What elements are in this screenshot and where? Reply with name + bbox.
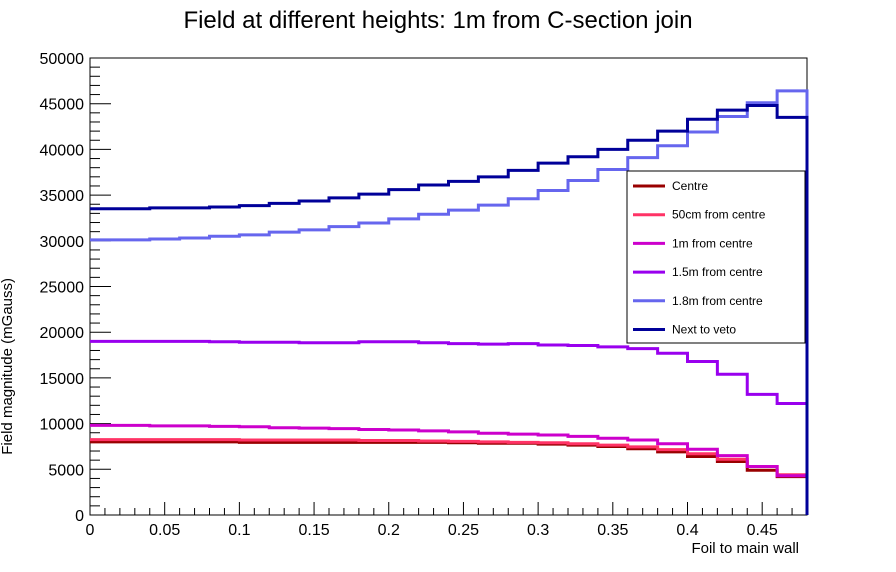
series-group <box>90 89 809 515</box>
x-tick-label: 0 <box>86 522 95 539</box>
y-tick-label: 10000 <box>40 417 85 434</box>
x-axis-label: Foil to main wall <box>691 540 799 557</box>
y-tick-label: 5000 <box>48 462 84 479</box>
x-tick-label: 0.15 <box>298 522 329 539</box>
y-tick-label: 40000 <box>40 142 85 159</box>
y-tick-label: 25000 <box>40 280 85 297</box>
legend: Centre 50cm from centre 1m from centre 1.5m… <box>626 170 806 344</box>
series-line-4 <box>90 339 809 515</box>
x-tick-label: 0.3 <box>527 522 549 539</box>
legend-label: 1.5m from centre <box>672 265 763 279</box>
y-tick-label: 30000 <box>40 234 85 251</box>
tick-labels: 0 0.05 0.1 0.15 0.2 0.25 0.3 0.35 0.4 0.45 0 5000 10… <box>40 51 778 539</box>
x-tick-label: 0.2 <box>378 522 400 539</box>
legend-label: 1m from centre <box>672 236 753 250</box>
series-line-6 <box>90 104 809 515</box>
series-line-3 <box>90 423 809 515</box>
legend-label: Next to veto <box>672 323 736 337</box>
legend-box <box>626 170 806 344</box>
y-axis-label: Field magnitude (mGauss) <box>0 278 16 455</box>
legend-label: Centre <box>672 179 708 193</box>
x-tick-label: 0.05 <box>149 522 180 539</box>
x-tick-label: 0.45 <box>747 522 778 539</box>
y-tick-label: 50000 <box>40 51 85 68</box>
chart-title: Field at different heights: 1m from C-se… <box>183 7 692 34</box>
x-tick-label: 0.25 <box>448 522 479 539</box>
x-tick-label: 0.35 <box>597 522 628 539</box>
y-tick-label: 20000 <box>40 325 85 342</box>
series-line-5 <box>90 89 809 515</box>
x-tick-label: 0.1 <box>228 522 250 539</box>
y-tick-label: 35000 <box>40 188 85 205</box>
legend-label: 1.8m from centre <box>672 294 763 308</box>
x-tick-label: 0.4 <box>676 522 698 539</box>
y-tick-label: 45000 <box>40 97 85 114</box>
legend-label: 50cm from centre <box>672 208 766 222</box>
y-tick-label: 15000 <box>40 371 85 388</box>
y-tick-label: 0 <box>75 508 84 525</box>
